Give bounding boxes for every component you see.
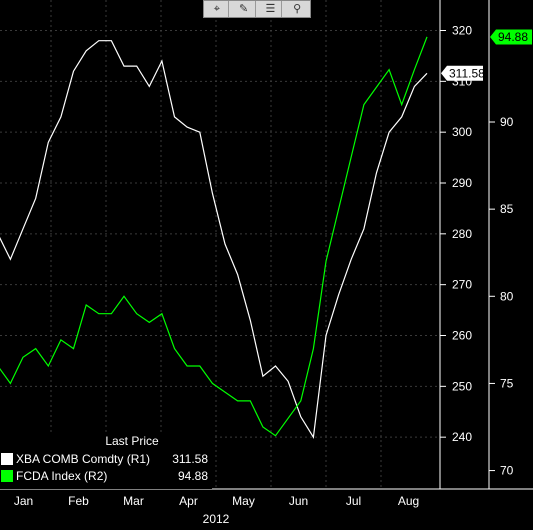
r2-tick-label-4: 90 (500, 115, 514, 129)
last-tag-r1-label: 311.58 (449, 66, 485, 80)
legend-swatch-fcda (1, 469, 13, 482)
series-line-xba (0, 40, 428, 439)
series-line-fcda (0, 36, 428, 437)
legend-entry-xba: XBA COMB Comdty (R1) 311.58 (0, 450, 212, 467)
crosshair-icon[interactable]: ⌖ (206, 1, 229, 17)
last-tag-r2-label: 94.88 (498, 30, 528, 44)
chart-toolbar: ⌖ ✎ ☰ ⚲ (203, 0, 311, 18)
last-tag-r2-shape (490, 29, 532, 45)
r2-tick-label-3: 85 (500, 202, 514, 216)
grid (0, 0, 440, 488)
x-tick-label-2: Mar (123, 494, 144, 508)
legend: Last Price XBA COMB Comdty (R1) 311.58 F… (0, 433, 212, 489)
x-tick-label-7: Aug (398, 494, 419, 508)
x-tick-label-6: Jul (346, 494, 361, 508)
list-icon[interactable]: ☰ (259, 1, 283, 17)
legend-value-xba: 311.58 (172, 451, 208, 466)
legend-name-fcda: FCDA Index (R2) (16, 468, 108, 483)
pencil-icon[interactable]: ✎ (233, 1, 256, 17)
last-tag-r1-shape (441, 65, 483, 81)
x-tick-label-4: May (232, 494, 255, 508)
r1-tick-label-0: 240 (452, 430, 472, 444)
r1-tick-label-6: 300 (452, 125, 472, 139)
last-tag-r2: 94.88 (490, 29, 532, 45)
x-tick-label-1: Feb (68, 494, 89, 508)
legend-swatch-xba (1, 452, 13, 465)
x-tick-label-0: Jan (14, 494, 33, 508)
r1-tick-label-8: 320 (452, 24, 472, 38)
last-tag-r1: 311.58 (441, 65, 485, 81)
legend-name-xba: XBA COMB Comdty (R1) (16, 451, 151, 466)
axis-lines (0, 0, 533, 490)
legend-value-fcda: 94.88 (177, 468, 208, 483)
r1-tick-label-2: 260 (452, 329, 472, 343)
legend-entry-fcda: FCDA Index (R2) 94.88 (0, 467, 212, 484)
year-label: 2012 (203, 512, 230, 526)
zoom-icon[interactable]: ⚲ (293, 3, 302, 15)
series-layer (0, 36, 428, 439)
r2-tick-label-2: 80 (500, 289, 514, 303)
plot-background (0, 0, 440, 488)
r1-tick-label-4: 280 (452, 227, 472, 241)
r1-tick-label-3: 270 (452, 278, 472, 292)
r2-axis: 70 75 80 85 90 (500, 115, 514, 478)
r2-tick-label-1: 75 (500, 376, 514, 390)
x-axis: Jan Feb Mar Apr May Jun Jul Aug (14, 494, 419, 508)
legend-header: Last Price (105, 434, 159, 448)
r1-tick-label-1: 250 (452, 379, 472, 393)
x-tick-label-5: Jun (289, 494, 308, 508)
r2-tick-label-0: 70 (500, 464, 514, 478)
r1-tick-label-5: 290 (452, 176, 472, 190)
x-tick-label-3: Apr (179, 494, 198, 508)
last-value-tags: 311.58 94.88 (441, 29, 532, 81)
